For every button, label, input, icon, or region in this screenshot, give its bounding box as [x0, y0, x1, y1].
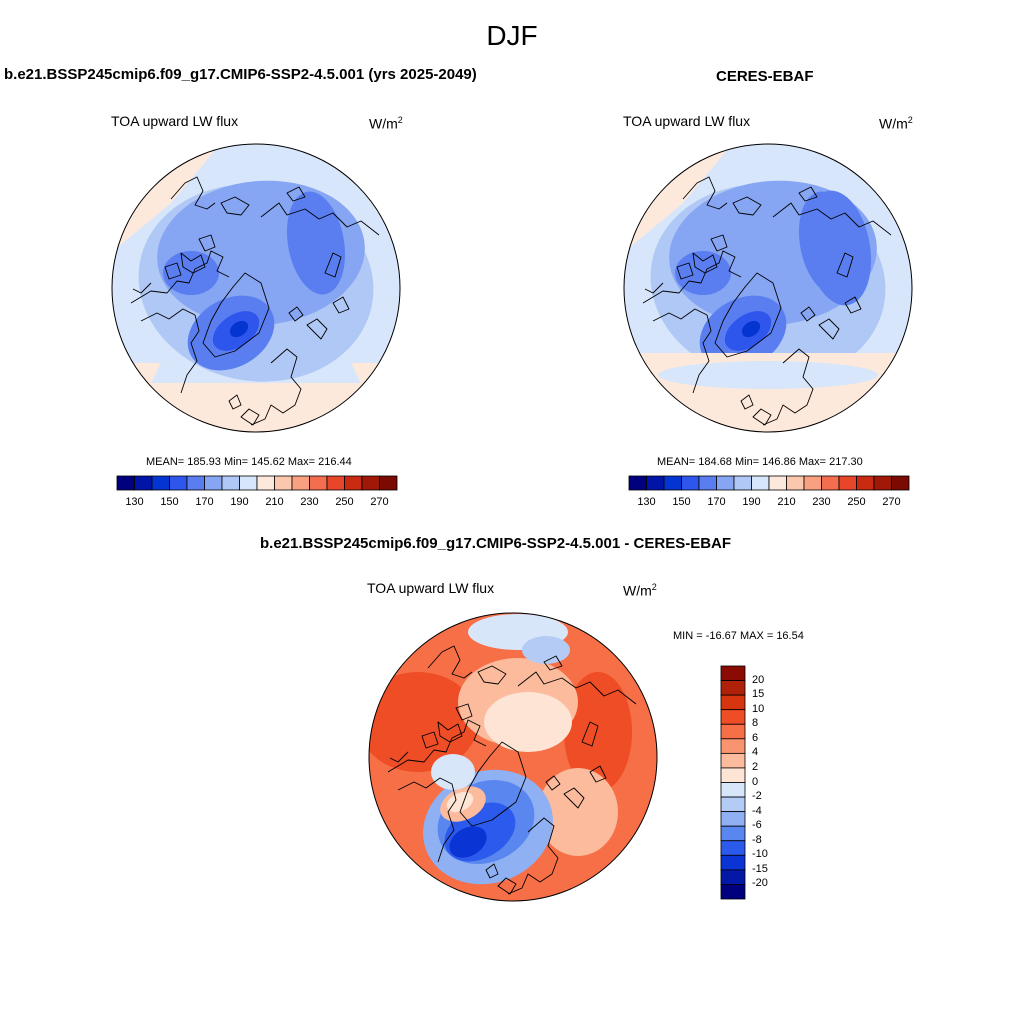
colorbar-swatch [720, 782, 746, 798]
colorbar-tick-label: 130 [637, 496, 656, 508]
colorbar-swatch [720, 767, 746, 783]
model-colorbar [116, 475, 398, 491]
colorbar-swatch [256, 475, 275, 491]
colorbar-tick-label: 190 [742, 496, 761, 508]
colorbar-tick-label: 250 [335, 496, 354, 508]
colorbar-tick-label: -6 [752, 819, 762, 832]
colorbar-swatch [838, 475, 857, 491]
colorbar-swatch [720, 694, 746, 711]
colorbar-tick-label: 130 [125, 496, 144, 508]
model-stats: MEAN= 185.93 Min= 145.62 Max= 216.44 [146, 456, 352, 468]
colorbar-swatch [134, 475, 153, 491]
colorbar-swatch [326, 475, 345, 491]
colorbar-swatch [720, 752, 746, 769]
colorbar-tick-label: -10 [752, 848, 768, 861]
obs-panel-title: CERES-EBAF [716, 68, 814, 85]
obs-colorbar [628, 475, 910, 491]
colorbar-swatch [663, 475, 682, 491]
colorbar-swatch [720, 825, 746, 842]
colorbar-swatch [169, 475, 188, 491]
figure-title: DJF [486, 20, 538, 51]
model-units: W/m2 [369, 115, 403, 132]
diff-stats: MIN = -16.67 MAX = 16.54 [673, 630, 804, 642]
colorbar-tick-label: 230 [812, 496, 831, 508]
diff-variable-label: TOA upward LW flux [367, 580, 495, 596]
colorbar-tick-label: 210 [777, 496, 796, 508]
colorbar-tick-label: 250 [847, 496, 866, 508]
colorbar-swatch [646, 475, 665, 491]
colorbar-tick-label: 190 [230, 496, 249, 508]
colorbar-swatch [204, 475, 223, 491]
colorbar-tick-label: 170 [707, 496, 726, 508]
colorbar-swatch [720, 709, 746, 725]
colorbar-tick-label: -2 [752, 790, 762, 803]
colorbar-tick-label: 0 [752, 775, 759, 788]
colorbar-swatch [151, 475, 170, 491]
colorbar-tick-label: 15 [752, 688, 765, 701]
colorbar-tick-label: 150 [672, 496, 691, 508]
colorbar-swatch [856, 475, 875, 491]
colorbar-swatch [751, 475, 770, 491]
colorbar-tick-label: -15 [752, 862, 768, 875]
colorbar-swatch [720, 869, 746, 885]
colorbar-swatch [361, 475, 380, 491]
colorbar-tick-label: -20 [752, 877, 768, 890]
colorbar-swatch [821, 475, 840, 491]
colorbar-tick-label: 270 [882, 496, 901, 508]
colorbar-tick-label: 210 [265, 496, 284, 508]
colorbar-tick-label: 150 [160, 496, 179, 508]
colorbar-swatch [720, 884, 746, 900]
colorbar-tick-label: 270 [370, 496, 389, 508]
colorbar-swatch [116, 475, 135, 491]
colorbar-swatch [720, 796, 746, 813]
model-polar-map [111, 143, 401, 433]
obs-stats: MEAN= 184.68 Min= 146.86 Max= 217.30 [657, 456, 863, 468]
colorbar-tick-label: 8 [752, 717, 759, 730]
colorbar-swatch [379, 475, 398, 491]
colorbar-swatch [720, 665, 746, 681]
colorbar-swatch [309, 475, 328, 491]
colorbar-swatch [628, 475, 647, 491]
colorbar-tick-label: 10 [752, 702, 765, 715]
obs-units: W/m2 [879, 115, 913, 132]
colorbar-swatch [698, 475, 717, 491]
diff-colorbar [720, 665, 746, 900]
colorbar-swatch [681, 475, 700, 491]
colorbar-swatch [720, 840, 746, 856]
colorbar-swatch [720, 723, 746, 740]
diff-panel-title: b.e21.BSSP245cmip6.f09_g17.CMIP6-SSP2-4.… [260, 535, 732, 552]
colorbar-swatch [274, 475, 293, 491]
colorbar-swatch [344, 475, 363, 491]
colorbar-tick-label: 20 [752, 673, 765, 686]
colorbar-swatch [803, 475, 822, 491]
obs-variable-label: TOA upward LW flux [623, 113, 751, 129]
colorbar-tick-label: 6 [752, 731, 759, 744]
colorbar-tick-label: 4 [752, 746, 759, 759]
colorbar-swatch [186, 475, 205, 491]
model-panel-title: b.e21.BSSP245cmip6.f09_g17.CMIP6-SSP2-4.… [4, 66, 477, 83]
colorbar-swatch [733, 475, 752, 491]
colorbar-swatch [221, 475, 240, 491]
diff-polar-map [368, 612, 658, 902]
colorbar-swatch [720, 854, 746, 871]
colorbar-tick-label: -4 [752, 804, 762, 817]
colorbar-tick-label: 170 [195, 496, 214, 508]
colorbar-swatch [873, 475, 892, 491]
colorbar-swatch [891, 475, 910, 491]
colorbar-tick-label: 230 [300, 496, 319, 508]
diff-units: W/m2 [623, 582, 657, 599]
model-variable-label: TOA upward LW flux [111, 113, 239, 129]
colorbar-swatch [768, 475, 787, 491]
colorbar-swatch [720, 738, 746, 754]
colorbar-swatch [720, 680, 746, 696]
colorbar-swatch [786, 475, 805, 491]
colorbar-tick-label: 2 [752, 760, 759, 773]
colorbar-tick-label: -8 [752, 833, 762, 846]
colorbar-swatch [291, 475, 310, 491]
obs-polar-map [623, 143, 913, 433]
colorbar-swatch [720, 811, 746, 827]
colorbar-swatch [716, 475, 735, 491]
colorbar-swatch [239, 475, 258, 491]
